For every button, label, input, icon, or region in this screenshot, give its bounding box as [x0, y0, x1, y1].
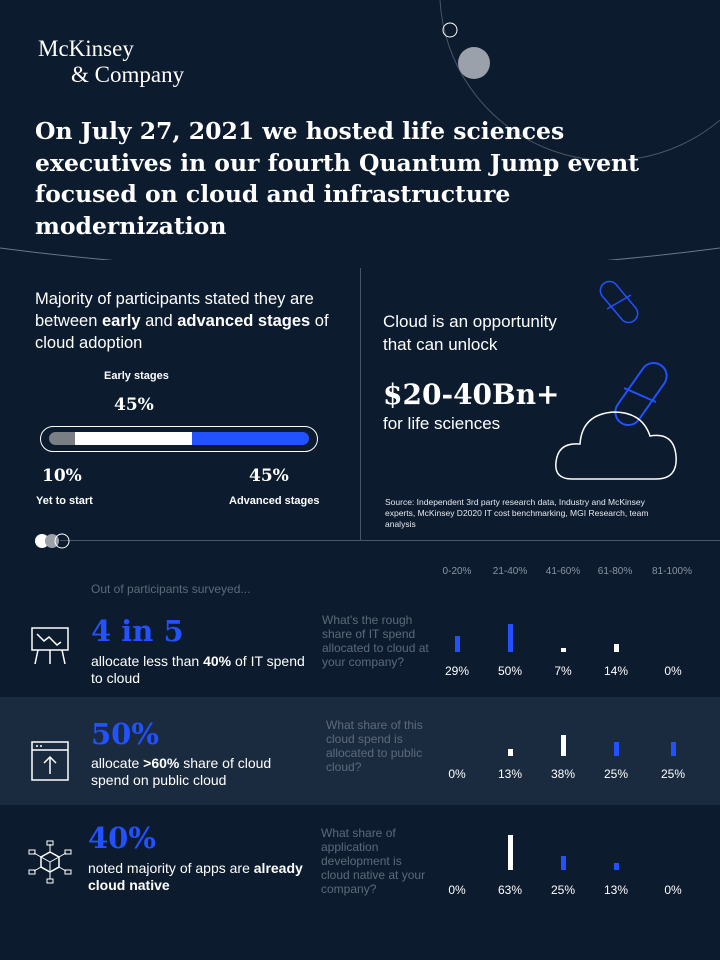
stat-description: allocate less than 40% of IT spend to cl…: [91, 653, 311, 687]
survey-bar-value: 7%: [554, 664, 572, 678]
survey-bar-value: 25%: [603, 767, 629, 781]
survey-bar-value: 29%: [444, 664, 470, 678]
adoption-stacked-bar: [40, 426, 318, 452]
source-note: Source: Independent 3rd party research d…: [385, 497, 649, 529]
stat-value: 40%: [88, 821, 156, 855]
adoption-intro-text-1: Majority of participants stated they are…: [35, 290, 314, 330]
stat-description: allocate >60% share of cloud spend on pu…: [91, 755, 311, 789]
survey-bar: [507, 748, 513, 756]
survey-bar-value: 25%: [660, 767, 686, 781]
page-title: On July 27, 2021 we hosted life sciences…: [35, 117, 640, 240]
early-stages-label: Early stages: [104, 370, 169, 382]
window-upload-icon: [31, 741, 69, 781]
vertical-divider: [360, 268, 361, 540]
stat-desc-bold: already cloud native: [88, 860, 303, 893]
horizontal-divider: [60, 540, 720, 541]
survey-bar: [560, 734, 566, 756]
cloud-icon: [555, 361, 677, 480]
survey-bar: [670, 742, 676, 756]
survey-bar: [560, 648, 566, 652]
stat-desc-text: allocate: [91, 755, 144, 771]
survey-question: What share of this cloud spend is alloca…: [326, 718, 423, 774]
survey-bar-value: 13%: [603, 883, 629, 897]
column-header: 21-40%: [492, 566, 528, 577]
survey-bar-value: 0%: [664, 664, 682, 678]
early-stages-pct: 45%: [114, 395, 154, 415]
survey-bar: [507, 624, 513, 652]
pill-icon: [599, 280, 639, 324]
adoption-intro-text-2: and: [140, 312, 178, 330]
opportunity-suffix: for life sciences: [383, 414, 501, 433]
advanced-pct: 45%: [249, 466, 289, 486]
network-cube-icon: [28, 840, 72, 884]
survey-bar: [613, 742, 619, 756]
advanced-label: Advanced stages: [229, 495, 320, 507]
survey-bar-value: 0%: [448, 883, 466, 897]
column-header: 61-80%: [597, 566, 633, 577]
adoption-intro: Majority of participants stated they are…: [35, 288, 335, 354]
segment-early: [75, 432, 192, 445]
survey-bar: [560, 856, 566, 870]
stat-desc-text: of IT spend to cloud: [91, 653, 305, 686]
stat-desc-text: allocate less than: [91, 653, 204, 669]
survey-bar: [454, 635, 460, 652]
survey-bar-value: 14%: [603, 664, 629, 678]
pager-dots: [35, 533, 70, 549]
stat-desc-text: noted majority of apps are: [88, 860, 254, 876]
stat-desc-text: share of cloud spend on public cloud: [91, 755, 272, 788]
adoption-intro-bold-2: advanced stages: [177, 312, 311, 330]
segment-advanced: [192, 432, 309, 445]
yet-to-start-label: Yet to start: [36, 495, 93, 507]
stat-value: 4 in 5: [91, 614, 184, 648]
stat-description: noted majority of apps are already cloud…: [88, 860, 308, 894]
survey-bar-value: 25%: [550, 883, 576, 897]
logo-line-2: & Company: [71, 62, 185, 87]
stat-value: 50%: [91, 717, 159, 751]
yet-to-start-pct: 10%: [42, 466, 82, 486]
survey-question: What's the rough share of IT spend alloc…: [322, 613, 429, 669]
column-header: 41-60%: [545, 566, 581, 577]
survey-bar-value: 0%: [664, 883, 682, 897]
survey-intro: Out of participants surveyed...: [91, 582, 251, 596]
survey-bar-value: 50%: [497, 664, 523, 678]
survey-question: What share of application development is…: [321, 826, 426, 896]
survey-bar: [613, 644, 619, 652]
presentation-chart-icon: [31, 627, 69, 665]
column-header: 81-100%: [651, 566, 693, 577]
survey-bar-value: 13%: [497, 767, 523, 781]
orbit-decoration: [0, 0, 720, 260]
survey-bar-value: 0%: [448, 767, 466, 781]
survey-bar: [613, 862, 619, 870]
stat-desc-bold: >60%: [143, 755, 180, 771]
stat-desc-bold: 40%: [203, 653, 232, 669]
adoption-intro-bold-1: early: [101, 312, 141, 330]
column-header: 0-20%: [442, 566, 472, 577]
logo-line-1: McKinsey: [38, 36, 134, 61]
segment-yet-to-start: [49, 432, 75, 445]
mckinsey-logo: McKinsey & Company: [38, 36, 184, 88]
survey-bar: [507, 834, 513, 870]
opportunity-amount: $20-40Bn+: [383, 378, 560, 411]
survey-row-highlight-band: [0, 697, 720, 805]
survey-bar-value: 63%: [497, 883, 523, 897]
survey-bar-value: 38%: [550, 767, 576, 781]
adoption-intro-text-3: of cloud adoption: [35, 312, 329, 352]
opportunity-text: Cloud is an opportunity that can unlock: [383, 312, 557, 354]
